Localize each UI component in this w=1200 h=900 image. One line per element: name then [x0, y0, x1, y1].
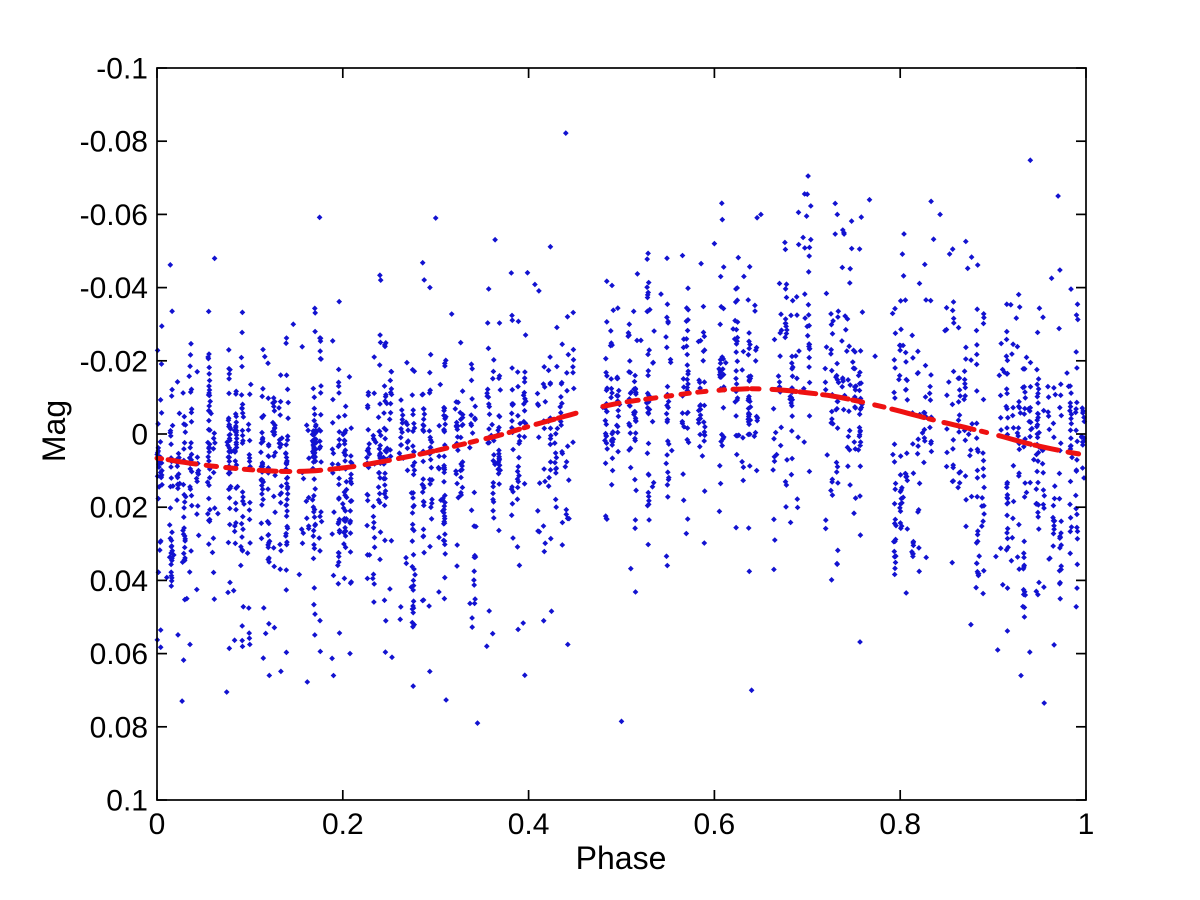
svg-text:0: 0 — [149, 808, 166, 841]
svg-text:1: 1 — [1078, 808, 1095, 841]
svg-text:0.02: 0.02 — [90, 492, 148, 525]
svg-text:0: 0 — [131, 419, 148, 452]
svg-text:-0.02: -0.02 — [80, 345, 148, 378]
svg-text:0.1: 0.1 — [106, 785, 148, 818]
svg-text:0.6: 0.6 — [694, 808, 736, 841]
svg-text:0.8: 0.8 — [879, 808, 921, 841]
svg-text:-0.06: -0.06 — [80, 199, 148, 232]
svg-text:-0.04: -0.04 — [80, 272, 148, 305]
svg-text:0.04: 0.04 — [90, 565, 148, 598]
svg-text:0.4: 0.4 — [508, 808, 550, 841]
svg-text:0.06: 0.06 — [90, 638, 148, 671]
svg-text:Phase: Phase — [576, 840, 667, 876]
svg-text:-0.08: -0.08 — [80, 126, 148, 159]
svg-text:0.2: 0.2 — [322, 808, 364, 841]
svg-text:0.08: 0.08 — [90, 711, 148, 744]
svg-text:-0.1: -0.1 — [96, 53, 148, 86]
svg-text:Mag: Mag — [36, 400, 72, 462]
